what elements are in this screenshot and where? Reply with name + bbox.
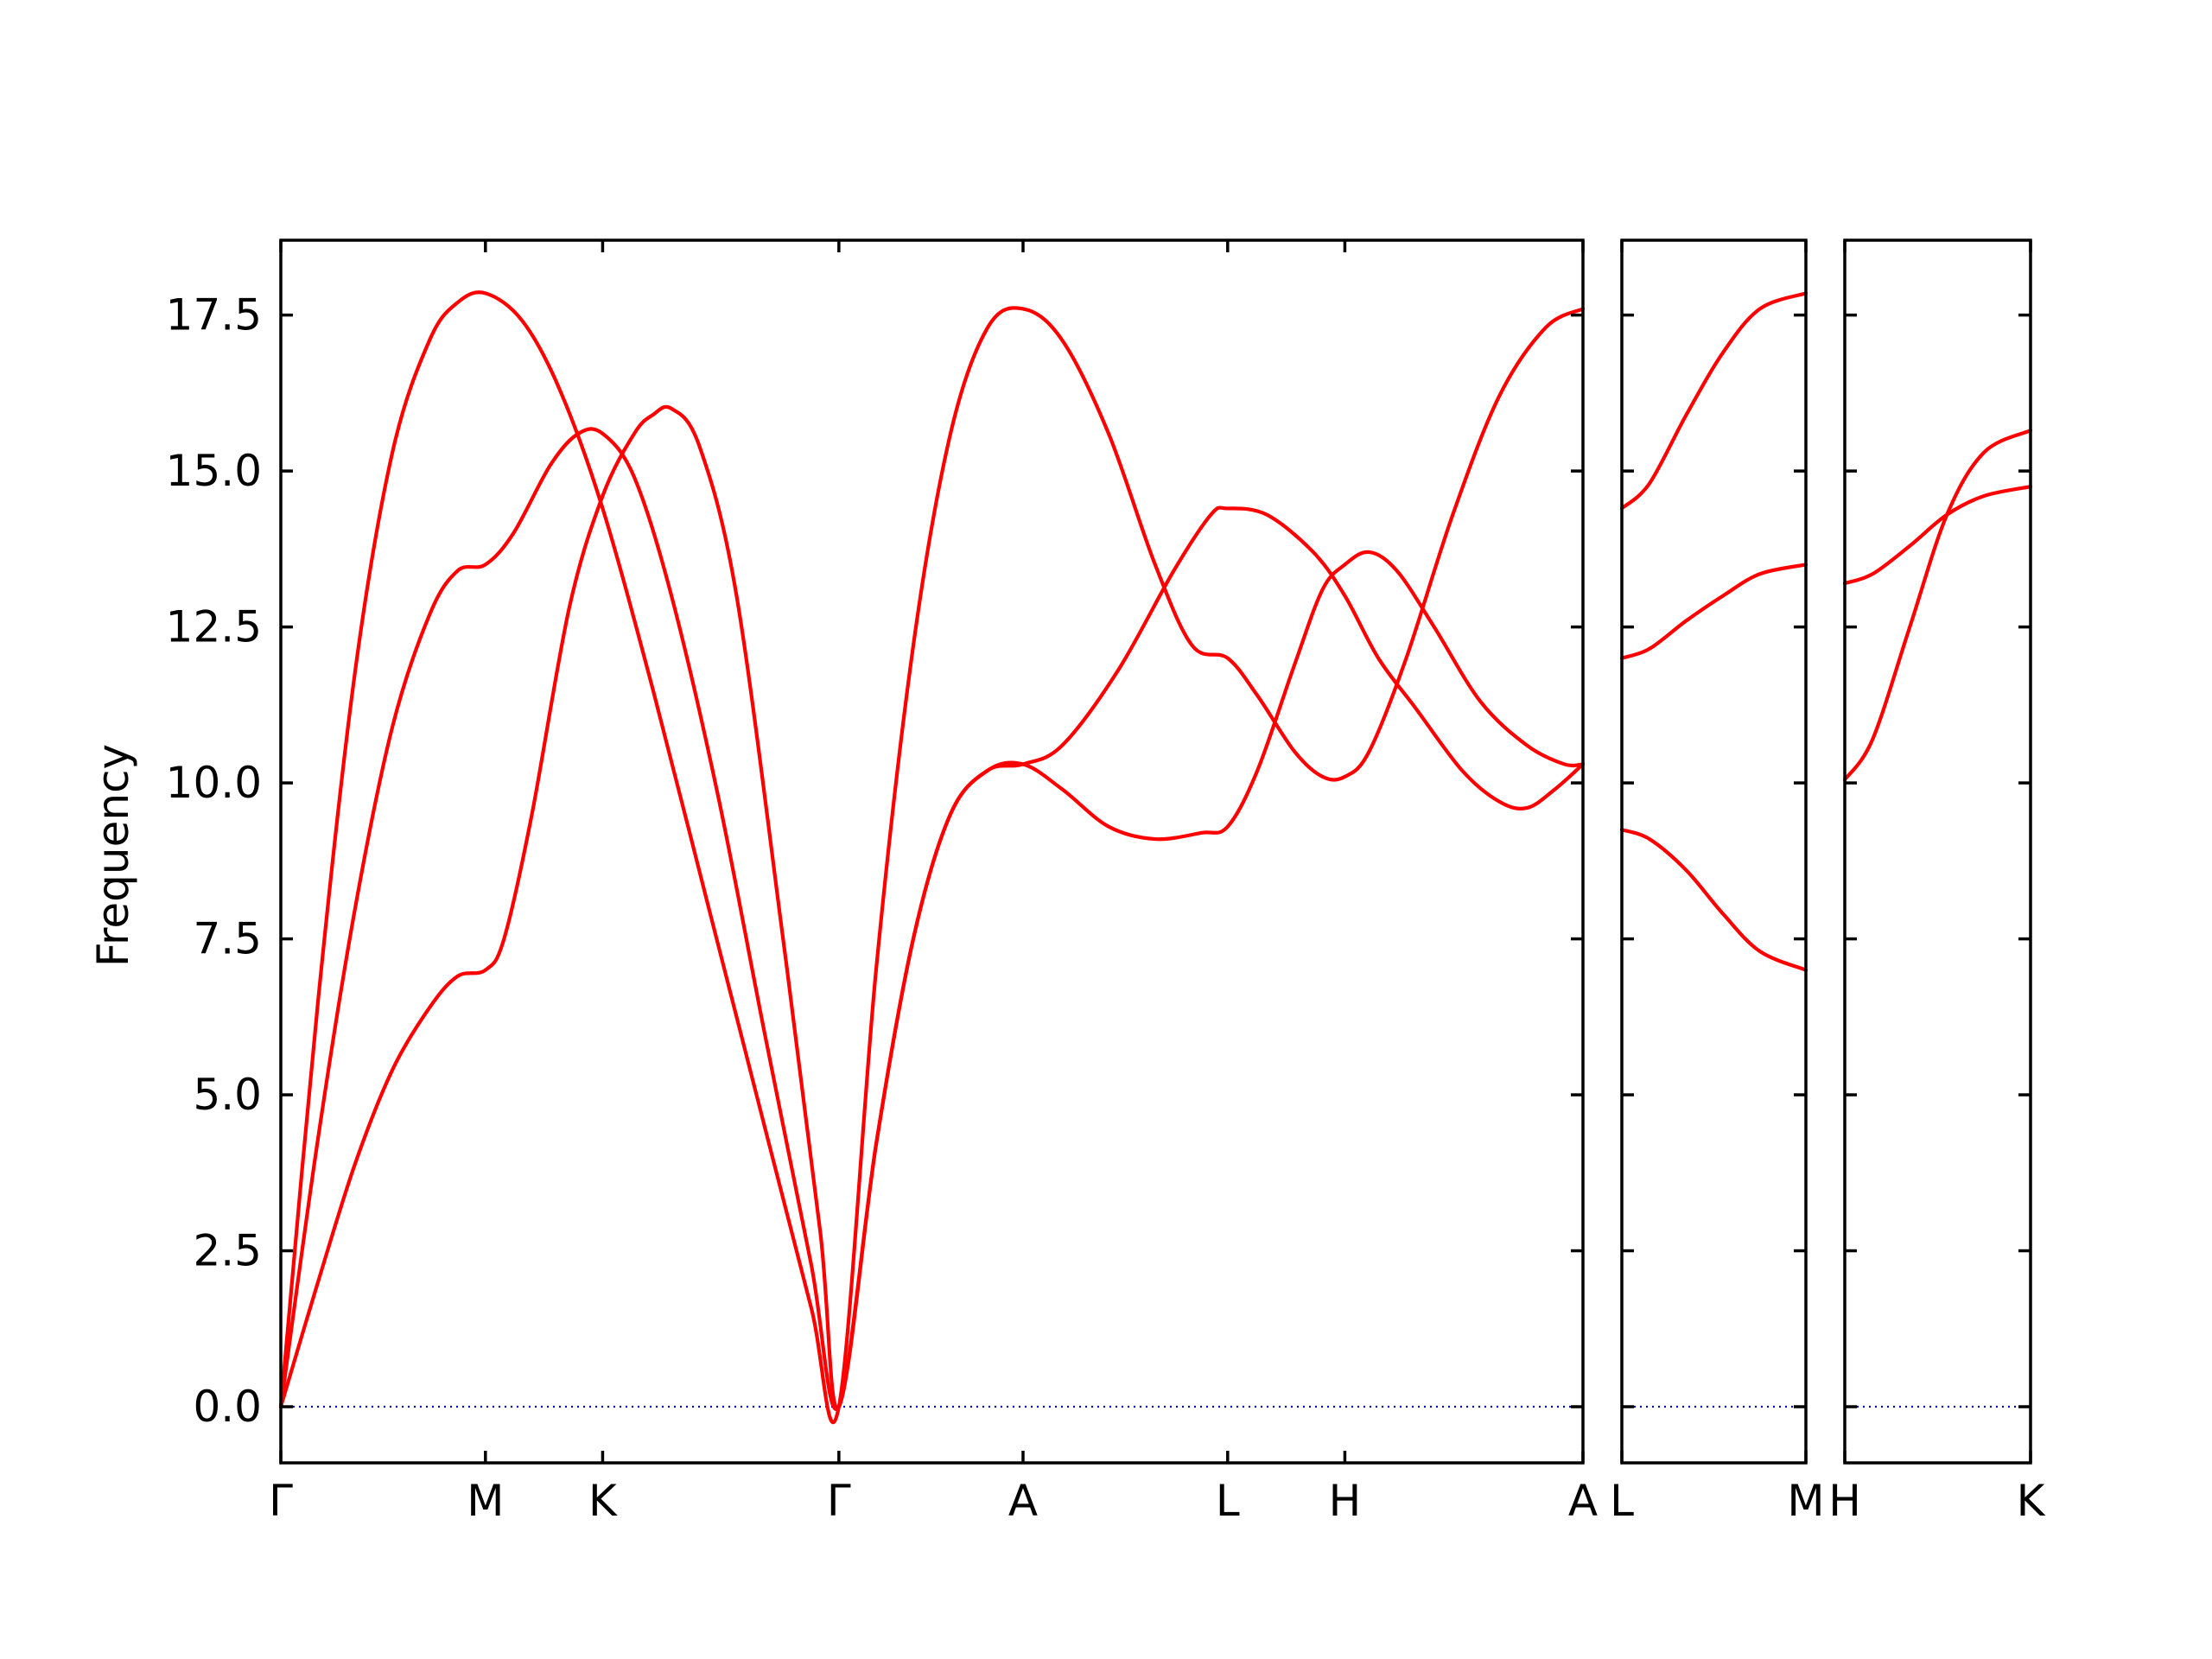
x-tick-label: Γ (827, 1476, 851, 1526)
x-tick-label: H (1329, 1476, 1362, 1526)
axes-frame (1620, 238, 1808, 1465)
y-tick-label: 15.0 (166, 446, 262, 496)
band-line-1 (1842, 429, 2033, 782)
y-tick-label: 5.0 (193, 1070, 262, 1120)
x-tick-label: L (1610, 1476, 1634, 1526)
x-tick-label: K (2017, 1476, 2046, 1526)
x-tick-label: M (1787, 1476, 1824, 1526)
y-axis-label: Frequency (88, 744, 138, 967)
y-tick-label: 10.0 (166, 758, 262, 808)
x-tick-label: L (1216, 1476, 1240, 1526)
x-tick-label: A (1568, 1476, 1598, 1526)
band-line-3 (278, 404, 1586, 1410)
band-line-3 (1619, 828, 1808, 972)
y-tick-labels: 0.0 2.5 5.0 7.5 10.0 12.5 15.0 17.5 (166, 290, 262, 1432)
y-tick-label: 2.5 (193, 1226, 262, 1276)
y-tick-label: 7.5 (193, 914, 262, 964)
axes-frame (279, 238, 1585, 1465)
x-tick-label: K (588, 1476, 618, 1526)
band-line-2 (1842, 485, 2033, 586)
y-tick-label: 12.5 (166, 602, 262, 652)
x-tick-label: H (1828, 1476, 1861, 1526)
x-tick-label: Γ (269, 1476, 293, 1526)
band-line-2 (1619, 563, 1808, 660)
x-tick-label: A (1008, 1476, 1038, 1526)
x-tick-label: M (467, 1476, 504, 1526)
band-line-2 (278, 427, 1586, 1411)
y-tick-label: 17.5 (166, 290, 262, 340)
band-line-1 (278, 290, 1586, 1425)
y-tick-label: 0.0 (193, 1382, 262, 1432)
axis-label-layer: Frequency (88, 744, 138, 967)
band-line-1 (1619, 291, 1808, 511)
axes-frame (1843, 238, 2032, 1465)
